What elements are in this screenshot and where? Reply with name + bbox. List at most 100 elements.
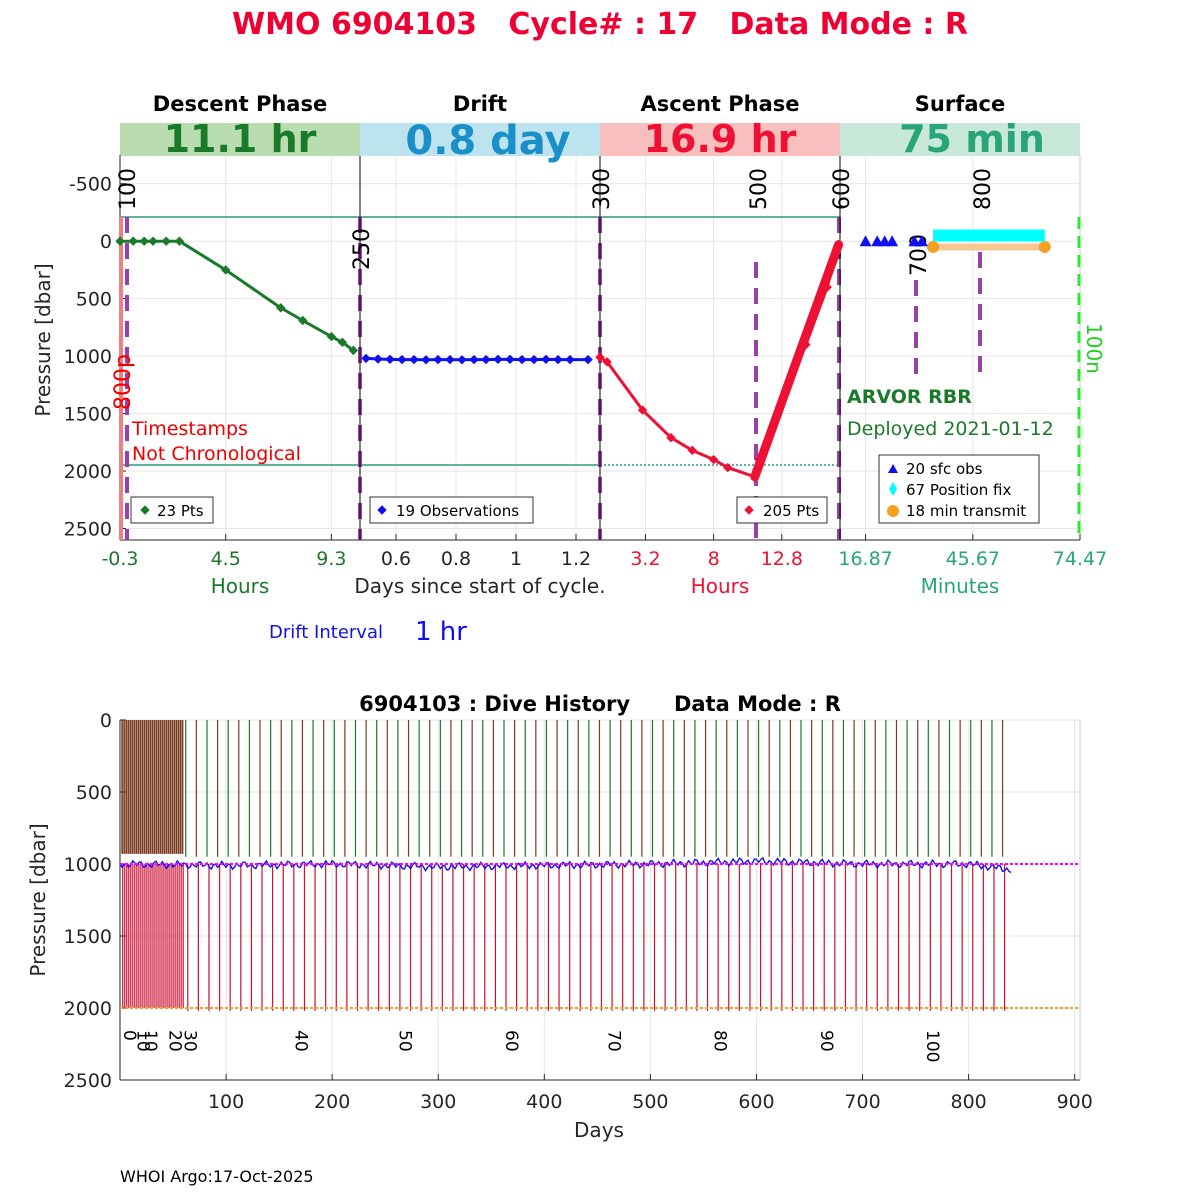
drift-series-point [469, 354, 479, 365]
cycle-number-label: 40 [291, 1030, 311, 1052]
drift-series-point [505, 354, 515, 365]
top-ytick-label: 1000 [64, 346, 112, 368]
footer-credit: WHOI Argo:17-Oct-2025 [120, 1167, 314, 1186]
drift-series-point [583, 354, 593, 365]
cycle-number-label: 10 [140, 1030, 160, 1052]
top-xtick-label: 16.87 [838, 548, 892, 570]
bottom-title: 6904103 : Dive History Data Mode : R [359, 692, 841, 716]
ascent-series-point [595, 352, 605, 362]
drift-series-point [445, 354, 455, 365]
legend-surface: 20 sfc obs 67 Position fix 18 min transm… [878, 454, 1040, 524]
top-xtick-label: 4.5 [211, 548, 241, 570]
top-panel: Descent Phase Drift Ascent Phase Surface… [31, 92, 1107, 647]
drift-interval-value: 1 hr [415, 617, 467, 647]
top-ytick-label: 500 [76, 289, 112, 311]
drift-series-point [373, 354, 383, 364]
cycle-number-label: 70 [604, 1030, 624, 1052]
legend-sfc-obs-marker [888, 464, 898, 473]
sfc-obs-series-point [886, 235, 899, 247]
xunit-drift: Days since start of cycle. [354, 574, 605, 598]
legend-sfc-obs-label: 20 sfc obs [906, 460, 983, 478]
drift-interval-label: Drift Interval [269, 622, 383, 643]
top-xtick-label: -0.3 [101, 548, 138, 570]
legend-descent-marker [140, 505, 150, 515]
descent-series-point [115, 236, 125, 246]
cycle-number-label: 80 [710, 1030, 730, 1052]
top-xtick-label: 9.3 [316, 548, 346, 570]
transmit-series-point [1038, 240, 1051, 253]
descent-series-point [128, 236, 138, 246]
phase-duration-ascent: 16.9 hr [644, 117, 797, 161]
drift-series-point [541, 354, 551, 365]
cycle-number-label: 50 [395, 1030, 415, 1052]
legend-drift-label: 19 Observations [396, 502, 519, 520]
drift-series-point [385, 354, 395, 365]
top-xtick-label: 12.8 [761, 548, 803, 570]
cycle-number-label: 10 [133, 1030, 153, 1052]
ascent-series-point [723, 462, 733, 473]
drift-series-point [361, 353, 371, 364]
annotation-100n: 100n [1082, 323, 1106, 374]
top-ytick-label: 2000 [64, 461, 112, 483]
top-xtick-label: 74.47 [1053, 548, 1107, 570]
ascent-series-point [602, 357, 612, 367]
phase-band-drift [360, 123, 600, 156]
legend-ascent-label: 205 Pts [763, 502, 819, 520]
bottom-xtick-label: 100 [208, 1091, 244, 1113]
drift-series-point [421, 355, 431, 365]
bottom-xtick-label: 300 [420, 1091, 456, 1113]
cycle-number-label: 90 [816, 1030, 836, 1052]
sfc-obs-series-point [859, 235, 872, 247]
drift-history-line [119, 856, 1012, 874]
sfc-obs-series-point [915, 235, 928, 247]
phase-title-descent: Descent Phase [153, 92, 327, 116]
cycle-number-label: 30 [179, 1030, 199, 1052]
descent-series-point [139, 236, 149, 246]
legend-ascent: 205 Pts [736, 496, 828, 524]
bottom-panel: 6904103 : Dive History Data Mode : R 100… [26, 692, 1093, 1142]
top-xtick-label: 8 [708, 548, 720, 570]
phase-duration-descent: 11.1 hr [164, 117, 317, 161]
drift-series-point [517, 354, 527, 365]
descent-series-point [161, 236, 171, 246]
phase-title-surface: Surface [915, 92, 1005, 116]
descent-series-point [326, 331, 337, 342]
descent-series-point [337, 337, 348, 348]
bottom-ytick-label: 1000 [64, 854, 112, 876]
bottom-ytick-label: 1500 [64, 926, 112, 948]
marker-label-800: 800 [971, 168, 996, 210]
top-xtick-label: 3.2 [630, 548, 660, 570]
ascent-series-point [708, 454, 719, 465]
phase-band-descent [120, 123, 360, 156]
top-ytick-label: 2500 [64, 519, 112, 541]
ascent-dense-band [750, 240, 844, 482]
top-ytick-label: 0 [100, 231, 112, 253]
phase-band-surface [840, 123, 1080, 156]
top-ylabel: Pressure [dbar] [31, 263, 55, 416]
transmit-series-point [927, 240, 940, 253]
cycle-number-label: 60 [501, 1030, 521, 1052]
bottom-xtick-label: 900 [1057, 1091, 1093, 1113]
bottom-xtick-label: 400 [526, 1091, 562, 1113]
ascent-series-point [666, 433, 676, 443]
drift-series-point [529, 354, 539, 365]
bottom-xtick-label: 500 [632, 1091, 668, 1113]
legend-transmit-label: 18 min transmit [906, 502, 1026, 520]
annotation-800p: 800p [111, 354, 136, 410]
phase-band-ascent [600, 123, 840, 156]
cycle-number-label: 0 [119, 1030, 139, 1041]
bottom-ylabel: Pressure [dbar] [26, 823, 50, 976]
legend-ascent-marker [744, 505, 754, 515]
bottom-ytick-label: 2000 [64, 998, 112, 1020]
legend-position-fix-marker [889, 482, 897, 496]
top-xtick-label: 1.2 [561, 548, 591, 570]
bottom-xtick-label: 600 [738, 1091, 774, 1113]
bottom-xtick-label: 700 [844, 1091, 880, 1113]
drift-series-point [409, 354, 419, 365]
drift-series-point [481, 354, 491, 365]
cycle-number-label: 100 [922, 1030, 942, 1062]
descent-series-point [174, 236, 185, 246]
top-xtick-label: 0.6 [381, 548, 411, 570]
